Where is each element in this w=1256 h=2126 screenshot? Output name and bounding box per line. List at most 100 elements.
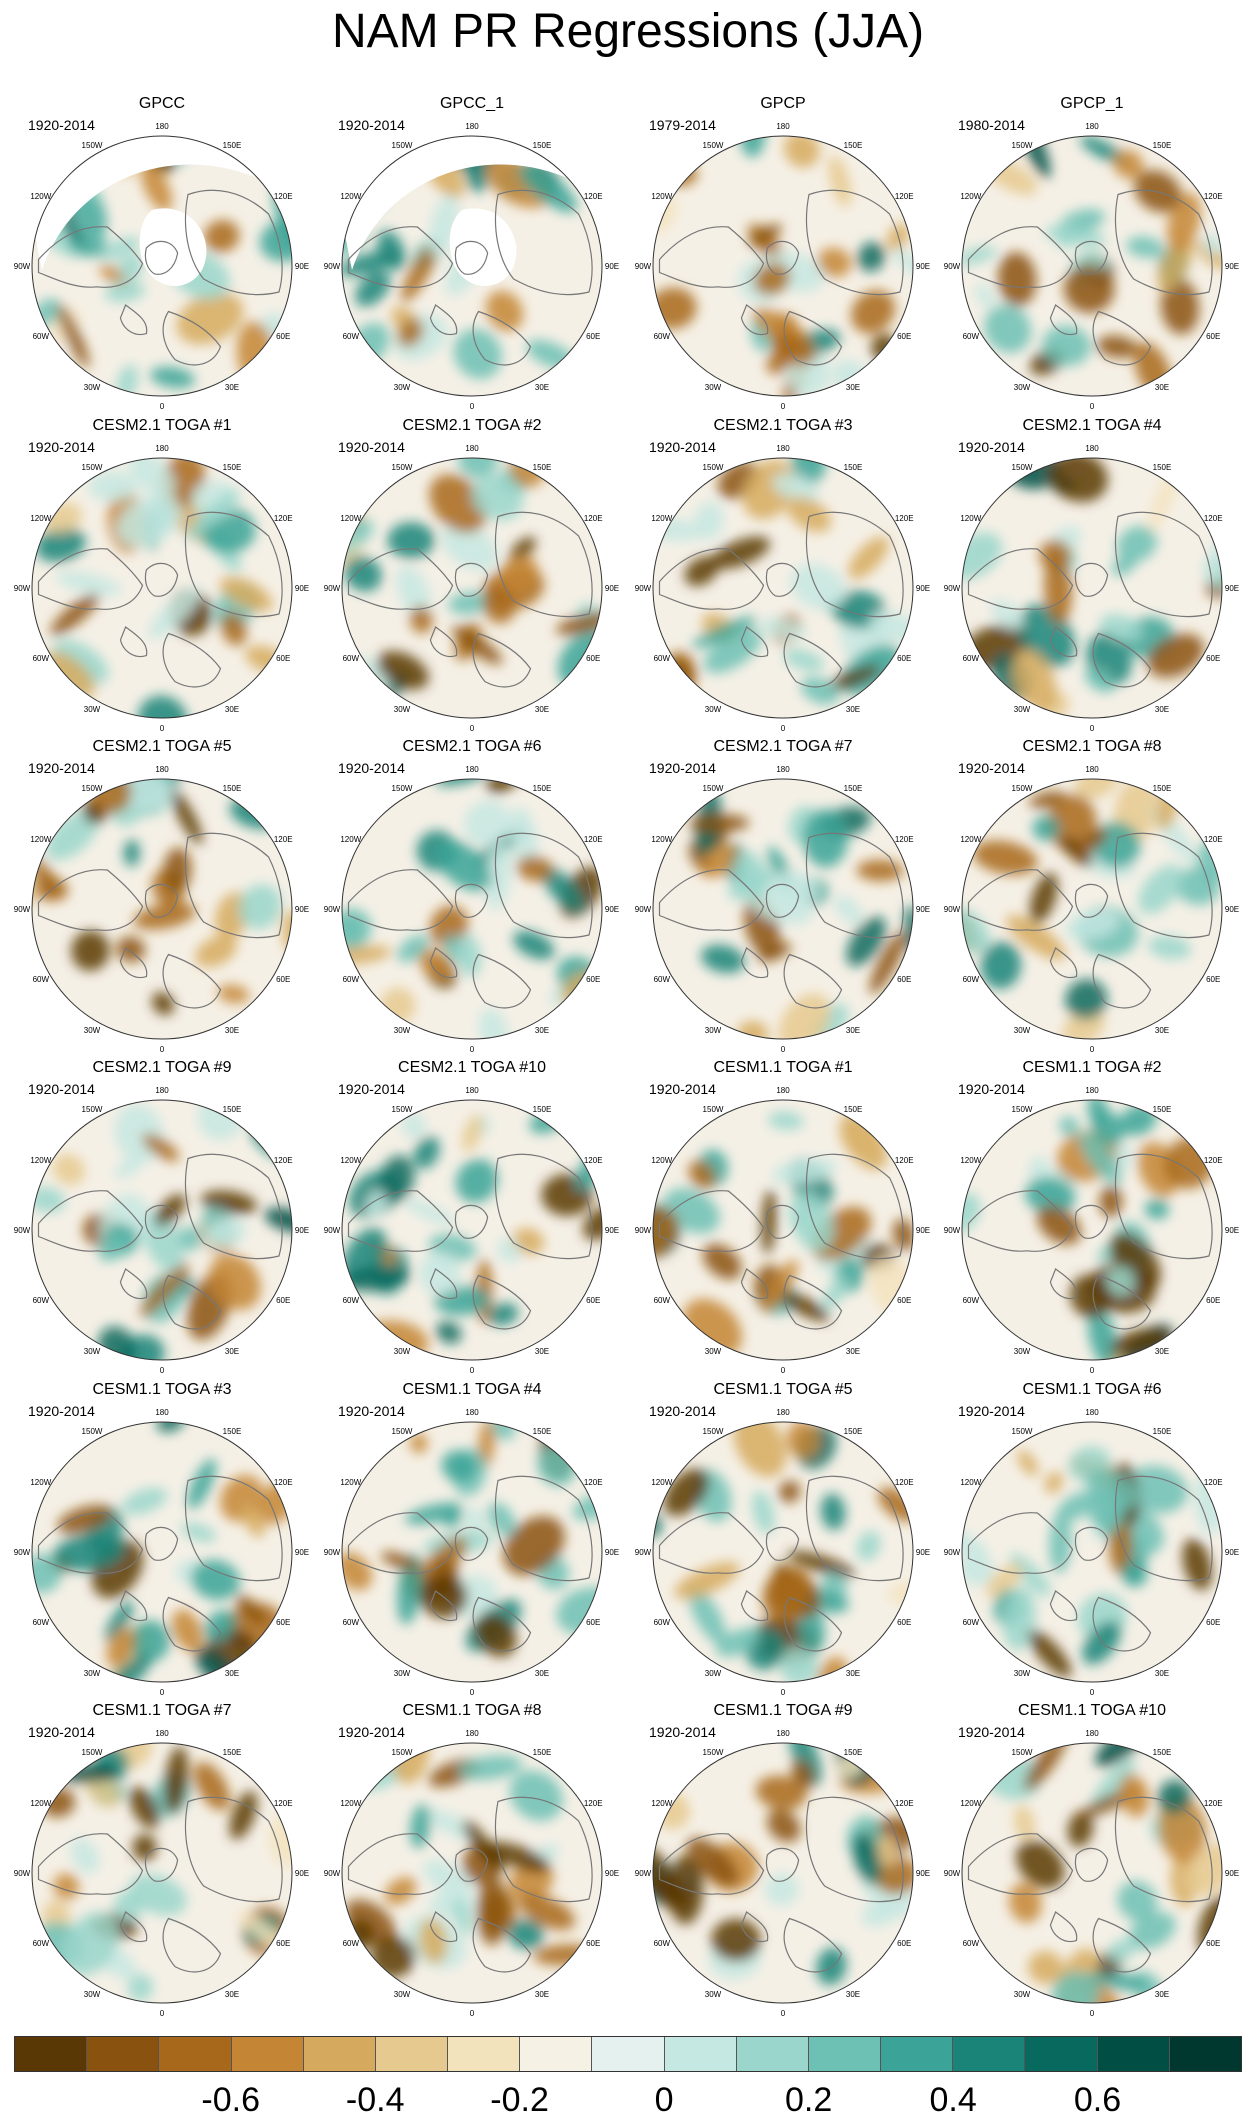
longitude-label: 150E — [533, 141, 552, 150]
coastlines — [967, 1796, 1213, 1973]
longitude-label: 150E — [844, 784, 863, 793]
longitude-label: 120E — [1204, 835, 1223, 844]
longitude-label: 60E — [897, 654, 911, 663]
longitude-label: 150W — [1012, 141, 1033, 150]
panel-title: CESM2.1 TOGA #1 — [92, 417, 232, 434]
longitude-label: 90E — [916, 262, 930, 271]
longitude-label: 30W — [394, 1669, 411, 1678]
longitude-label: 90E — [605, 1869, 619, 1878]
longitude-label: 150W — [392, 463, 413, 472]
longitude-label: 0 — [1090, 1045, 1095, 1054]
longitude-label: 120E — [895, 192, 914, 201]
longitude-label: 180 — [776, 1729, 790, 1738]
map-panel: CESM2.1 TOGA #2 1920-2014 180 150E 120E 90E 60… — [322, 416, 622, 734]
longitude-label: 60W — [654, 332, 671, 341]
map-panel: CESM1.1 TOGA #4 1920-2014 180 150E 120E 90E 60… — [322, 1380, 622, 1698]
longitude-label: 30E — [535, 1026, 549, 1035]
longitude-label: 150E — [1153, 1748, 1172, 1757]
longitude-label: 30W — [705, 1669, 722, 1678]
map-border — [961, 1742, 1223, 2004]
longitude-label: 150E — [533, 1427, 552, 1436]
longitude-label: 90W — [635, 262, 652, 271]
polar-map: 180 150E 120E 90E 60E 30E 0 30W 60W 90W 120W 150W — [324, 765, 619, 1054]
longitude-label: 120W — [340, 1799, 361, 1808]
polar-map: 180 150E 120E 90E 60E 30E 0 30W 60W 90W 120W 150W — [944, 122, 1239, 411]
polar-map: 180 150E 120E 90E 60E 30E 0 30W 60W 90W 120W 150W — [324, 444, 619, 733]
map-panel: CESM1.1 TOGA #5 1920-2014 180 150E 120E 90E 60… — [633, 1380, 933, 1698]
map-border — [341, 1421, 603, 1683]
polar-map: 180 150E 120E 90E 60E 30E 0 30W 60W 90W 120W 150W — [635, 1086, 930, 1375]
longitude-label: 90E — [1225, 584, 1239, 593]
coastlines — [347, 1796, 593, 1973]
longitude-label: 180 — [1085, 122, 1099, 131]
longitude-label: 120E — [895, 514, 914, 523]
longitude-label: 0 — [781, 2009, 786, 2018]
longitude-label: 90W — [944, 1548, 961, 1557]
longitude-label: 150E — [844, 463, 863, 472]
panel-period: 1920-2014 — [338, 439, 405, 455]
longitude-label: 30E — [225, 1990, 239, 1999]
panel-period: 1920-2014 — [649, 1081, 716, 1097]
longitude-label: 90E — [1225, 262, 1239, 271]
longitude-label: 120W — [960, 1478, 981, 1487]
map-panel: GPCC_1 1920-2014 180 150E 120E 90E 60E 30E 0 30W 6… — [322, 94, 622, 412]
colorbar-swatch — [1097, 2037, 1170, 2071]
coastlines — [658, 1796, 904, 1973]
polar-map: 180 150E 120E 90E 60E 30E 0 30W 60W 90W 120W 150W — [635, 1408, 930, 1697]
panel-period: 1920-2014 — [28, 117, 95, 133]
longitude-label: 120E — [584, 1156, 603, 1165]
coastlines — [967, 511, 1213, 688]
longitude-label: 90E — [916, 584, 930, 593]
map-panel: CESM2.1 TOGA #3 1920-2014 180 150E 120E 90E 60… — [633, 416, 933, 734]
colorbar-tick-label: 0.4 — [929, 2081, 977, 2119]
longitude-label: 30E — [1155, 1026, 1169, 1035]
longitude-label: 120W — [651, 1478, 672, 1487]
longitude-label: 90W — [324, 1548, 341, 1557]
polar-map: 180 150E 120E 90E 60E 30E 0 30W 60W 90W 120W 150W — [944, 1086, 1239, 1375]
longitude-label: 60E — [897, 1939, 911, 1948]
longitude-label: 150W — [703, 1105, 724, 1114]
longitude-label: 30W — [1014, 383, 1031, 392]
longitude-label: 90W — [635, 1869, 652, 1878]
coastlines — [658, 1475, 904, 1652]
longitude-label: 0 — [160, 1688, 165, 1697]
longitude-label: 150W — [392, 1105, 413, 1114]
longitude-label: 90E — [1225, 1869, 1239, 1878]
longitude-label: 60E — [1206, 1618, 1220, 1627]
polar-map: 180 150E 120E 90E 60E 30E 0 30W 60W 90W 120W 150W — [944, 765, 1239, 1054]
map-panel: GPCC 1920-2014 180 150E 120E 90E 60E 30E 0 30W 60W… — [12, 94, 312, 412]
longitude-label: 150E — [533, 463, 552, 472]
map-border — [31, 778, 293, 1040]
panel-title: CESM1.1 TOGA #5 — [713, 1381, 853, 1398]
longitude-label: 30W — [1014, 705, 1031, 714]
colorbar-swatch — [736, 2037, 809, 2071]
longitude-label: 120W — [960, 514, 981, 523]
longitude-label: 150E — [223, 1748, 242, 1757]
longitude-label: 0 — [1090, 2009, 1095, 2018]
map-panel: CESM2.1 TOGA #5 1920-2014 180 150E 120E 90E 60… — [12, 737, 312, 1055]
longitude-label: 60W — [343, 654, 360, 663]
longitude-label: 90W — [324, 584, 341, 593]
longitude-label: 120E — [274, 1478, 293, 1487]
longitude-label: 120E — [274, 835, 293, 844]
map-panel: CESM1.1 TOGA #9 1920-2014 180 150E 120E 90E 60… — [633, 1701, 933, 2019]
longitude-label: 30E — [1155, 1347, 1169, 1356]
panel-title: CESM1.1 TOGA #1 — [713, 1059, 853, 1076]
longitude-label: 0 — [781, 724, 786, 733]
longitude-label: 120W — [340, 514, 361, 523]
panel-period: 1920-2014 — [338, 117, 405, 133]
coastlines — [37, 511, 283, 688]
coastlines — [37, 1153, 283, 1330]
longitude-label: 180 — [155, 765, 169, 774]
panel-title: CESM1.1 TOGA #10 — [1018, 1702, 1166, 1719]
longitude-label: 90E — [605, 262, 619, 271]
longitude-label: 150W — [703, 1748, 724, 1757]
longitude-label: 30W — [394, 1990, 411, 1999]
panel-period: 1920-2014 — [28, 760, 95, 776]
longitude-label: 60E — [586, 975, 600, 984]
longitude-label: 0 — [470, 1688, 475, 1697]
longitude-label: 90E — [1225, 905, 1239, 914]
map-border — [961, 1421, 1223, 1683]
longitude-label: 60E — [586, 1296, 600, 1305]
panel-title: GPCC — [138, 95, 186, 112]
